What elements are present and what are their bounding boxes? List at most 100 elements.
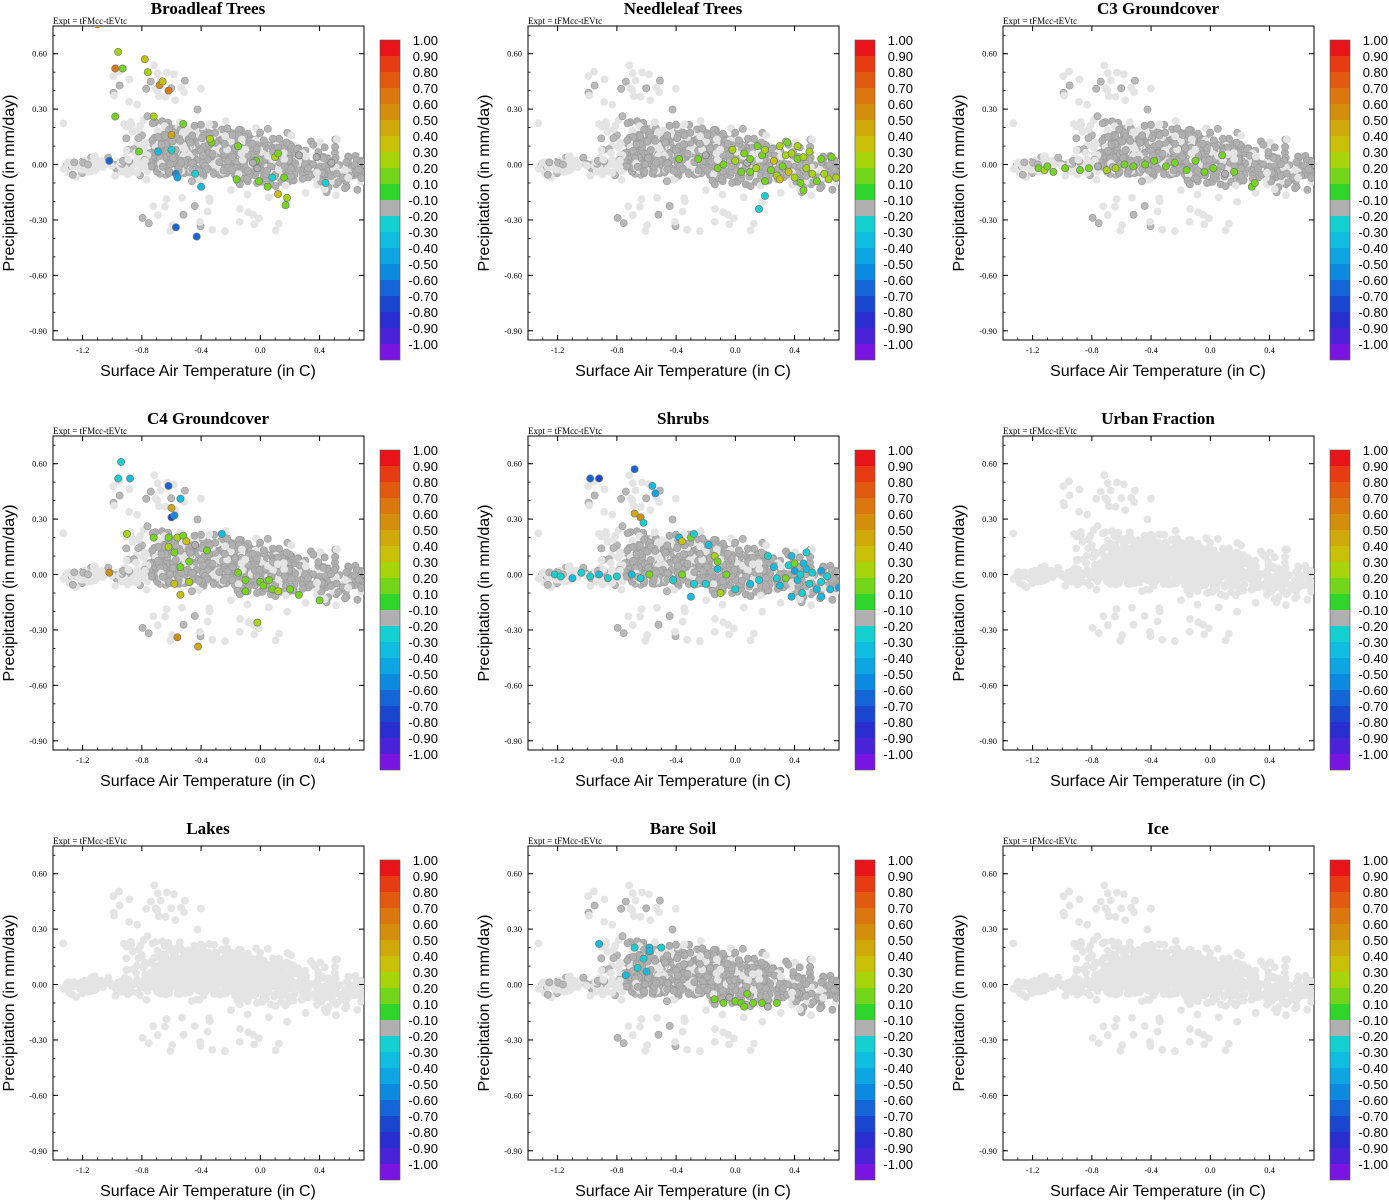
colorbar-swatch [380,706,400,722]
background-point [1263,168,1271,177]
y-tick-label: 0.30 [32,104,47,114]
background-point [141,138,149,147]
background-point [636,202,644,211]
background-point [353,185,362,194]
background-point [256,538,265,547]
background-point [140,156,149,165]
data-point [766,166,775,175]
background-point [668,105,677,114]
background-point [134,125,143,134]
background-point [651,136,660,145]
colorbar-swatch [1330,136,1350,152]
background-point [1185,180,1194,189]
background-point [263,534,272,543]
background-point [125,75,134,84]
background-point [1082,148,1090,157]
background-point [196,84,205,93]
data-point [775,142,784,151]
colorbar-label: -0.90 [1358,321,1388,336]
colorbar-swatch [380,514,400,530]
background-point [652,158,660,167]
background-point [1075,75,1084,84]
colorbar-label: 0.30 [413,555,438,570]
data-point [263,182,272,191]
data-point [701,151,710,160]
x-tick-label: -0.8 [135,345,148,355]
data-point [731,156,740,165]
background-point [196,494,205,503]
colorbar-swatch [855,344,875,360]
background-point [194,576,203,585]
colorbar-swatch [380,344,400,360]
background-point [1074,155,1083,164]
y-tick-label: -0.90 [504,326,522,336]
background-point [115,491,124,500]
colorbar-swatch [1330,216,1350,232]
background-point [1187,135,1196,144]
expt-label: Expt = tFMcc-tEVtc [528,426,602,436]
y-tick-label: 0.00 [982,160,997,170]
background-point [331,142,339,151]
background-point [1259,140,1268,149]
background-point [331,552,339,561]
background-point [228,166,237,174]
background-point [628,69,637,78]
background-point [146,487,155,496]
y-axis-label: Precipitation (in mm/day) [1,505,18,682]
background-point [1158,149,1167,158]
background-point [259,136,268,145]
background-point [133,100,142,109]
data-point [812,177,821,186]
background-point [615,156,624,165]
background-point [198,134,207,143]
colorbar-label: -0.50 [883,257,913,272]
background-point [208,559,217,568]
background-point [652,83,660,92]
colorbar-swatch [380,530,400,546]
colorbar-frame [379,449,401,771]
data-point [248,158,257,167]
background-point [641,226,650,235]
colorbar-label: 0.50 [413,113,438,128]
background-point [298,174,307,183]
background-point [227,186,235,194]
colorbar-swatch [1330,248,1350,264]
background-point [187,177,196,186]
colorbar-swatch [380,72,400,88]
background-point [177,158,185,167]
colorbar-label: 0.60 [413,507,438,522]
background-point [1291,184,1299,193]
data-point [274,190,283,199]
data-point [114,47,123,56]
colorbar-swatch [380,546,400,562]
background-point [287,131,296,140]
background-point [585,91,593,100]
y-tick-label: -0.30 [504,215,522,225]
background-point [89,562,98,571]
x-tick-label: 0.0 [1205,345,1216,355]
background-point [134,535,143,544]
data-point [778,162,787,171]
colorbar-swatch [855,136,875,152]
background-point [1009,119,1018,128]
background-point [1020,158,1029,167]
y-axis-label: Precipitation (in mm/day) [476,95,493,272]
background-point [283,607,292,616]
x-tick-label: 0.0 [255,755,266,765]
background-point [1294,173,1302,182]
data-point [185,577,194,586]
background-point [144,219,153,227]
background-point [1185,217,1194,226]
data-point [327,158,336,167]
background-point [637,605,646,614]
background-point [663,159,672,168]
points-layer [534,61,839,236]
background-point [228,562,237,571]
data-point [167,145,176,154]
background-point [208,225,217,234]
background-point [626,84,635,93]
background-point [1103,69,1112,78]
background-point [695,227,704,236]
background-point [241,145,250,154]
x-tick-label: 0.4 [789,345,800,355]
